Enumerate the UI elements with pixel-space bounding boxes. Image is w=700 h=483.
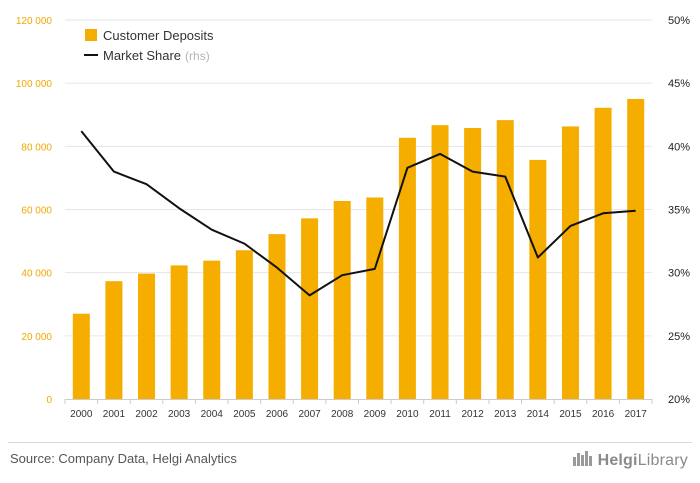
bar-2010: [398, 137, 416, 399]
right-tick-label: 30%: [668, 268, 690, 280]
bar-2004: [203, 260, 221, 399]
legend-label-market-share: Market Share (rhs): [103, 48, 210, 63]
bar-2007: [301, 218, 319, 399]
bar-2016: [594, 107, 612, 399]
footer-divider: [8, 442, 692, 443]
x-tick-label: 2004: [201, 409, 224, 420]
bar-2011: [431, 125, 449, 400]
left-tick-label: 40 000: [21, 269, 52, 280]
brand-name: HelgiLibrary: [598, 452, 688, 470]
brand-name-bold: Helgi: [597, 451, 638, 469]
x-tick-label: 2017: [625, 409, 648, 420]
chart: 0 20 000 40 000 60 000 80 000 100 000 120 000 …: [16, 15, 690, 420]
x-tick-label: 2001: [103, 409, 126, 420]
legend-label-deposits: Customer Deposits: [103, 28, 214, 43]
x-tick-label: 2010: [396, 409, 419, 420]
legend-swatch-bar: [85, 29, 97, 41]
right-tick-label: 35%: [668, 205, 690, 217]
x-tick-label: 2008: [331, 409, 354, 420]
x-tick-label: 2007: [298, 409, 321, 420]
x-tick-label: 2002: [135, 409, 158, 420]
x-axis-ticks: 2000 2001 2002 2003 2004 2005 2006 2007 2008 2009…: [64, 399, 653, 420]
right-tick-label: 45%: [668, 78, 690, 90]
right-tick-label: 25%: [668, 331, 690, 343]
right-tick-label: 20%: [668, 394, 690, 406]
bar-2005: [235, 250, 253, 399]
bar-2003: [170, 265, 188, 399]
x-tick-label: 2015: [559, 409, 582, 420]
x-tick-label: 2009: [364, 409, 387, 420]
x-tick-label: 2016: [592, 409, 615, 420]
bar-2009: [366, 197, 384, 399]
bar-2001: [105, 281, 123, 399]
bar-2013: [496, 120, 514, 399]
bar-2012: [464, 128, 482, 399]
brand: HelgiLibrary: [572, 449, 688, 472]
left-tick-label: 20 000: [21, 332, 52, 343]
left-tick-label: 80 000: [21, 142, 52, 153]
x-tick-label: 2003: [168, 409, 191, 420]
x-tick-label: 2012: [462, 409, 485, 420]
x-tick-label: 2014: [527, 409, 550, 420]
bar-2017: [627, 98, 645, 399]
left-tick-label: 100 000: [16, 79, 53, 90]
legend-label-market-share-name: Market Share: [103, 48, 181, 63]
bar-2006: [268, 234, 286, 399]
x-tick-label: 2013: [494, 409, 517, 420]
right-axis-ticks: 20% 25% 30% 35% 40% 45% 50%: [668, 15, 690, 406]
bar-2008: [333, 200, 351, 399]
left-axis-ticks: 0 20 000 40 000 60 000 80 000 100 000 120 000: [16, 16, 53, 406]
x-tick-label: 2005: [233, 409, 256, 420]
helgi-logo-icon: [572, 449, 594, 472]
source-text: Source: Company Data, Helgi Analytics: [10, 451, 237, 466]
legend: Customer Deposits Market Share (rhs): [84, 28, 214, 63]
bar-2014: [529, 159, 547, 399]
line-series: [80, 130, 636, 297]
bar-series: [72, 98, 645, 400]
left-tick-label: 60 000: [21, 206, 52, 217]
bar-2002: [138, 273, 156, 399]
x-tick-label: 2006: [266, 409, 289, 420]
bar-2000: [72, 313, 90, 399]
left-tick-label: 0: [46, 395, 52, 406]
footer: Source: Company Data, Helgi Analytics He…: [0, 440, 700, 483]
market-share-line: [80, 130, 636, 297]
legend-label-rhs: (rhs): [185, 49, 210, 63]
x-tick-label: 2011: [429, 409, 451, 420]
right-tick-label: 40%: [668, 141, 690, 153]
bar-2015: [561, 126, 579, 399]
right-tick-label: 50%: [668, 15, 690, 27]
x-tick-label: 2000: [70, 409, 93, 420]
left-tick-label: 120 000: [16, 16, 53, 27]
brand-name-thin: Library: [637, 451, 688, 469]
